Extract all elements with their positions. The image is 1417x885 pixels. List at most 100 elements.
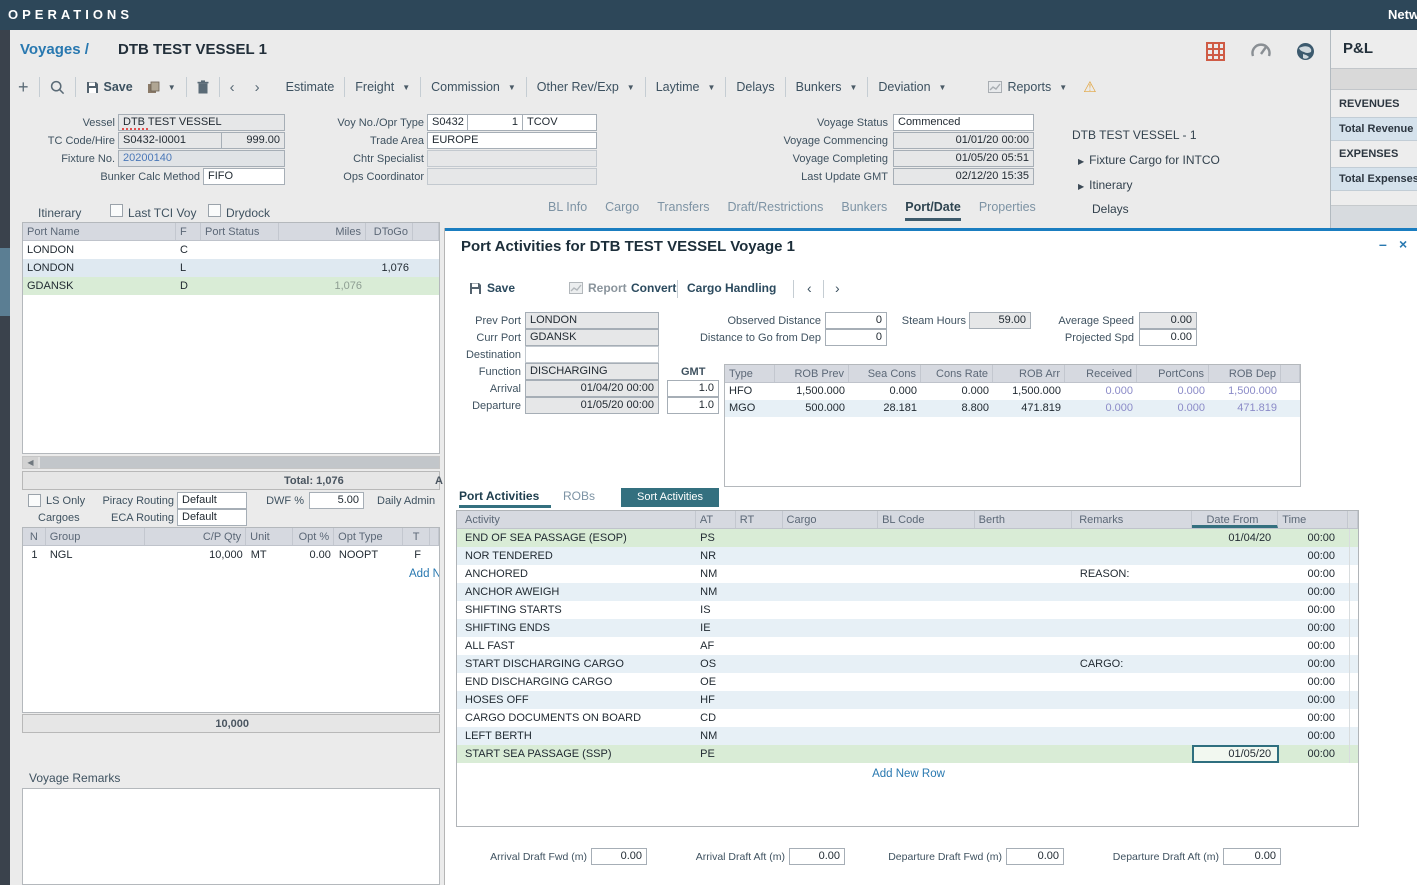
voyage-status-field[interactable]: Commenced — [893, 114, 1034, 131]
itinerary-row[interactable]: LONDON L 1,076 — [23, 259, 439, 277]
opr-type-field[interactable]: TCOV — [522, 114, 597, 131]
tab-port-date[interactable]: Port/Date — [905, 200, 961, 221]
voy-seq-field[interactable]: 1 — [467, 114, 523, 131]
tab-bunkers[interactable]: Bunkers — [841, 200, 887, 221]
observed-distance-field[interactable]: 0 — [825, 312, 887, 329]
itinerary-row[interactable]: LONDON C — [23, 241, 439, 259]
grid-icon[interactable] — [1206, 42, 1225, 61]
bunker-calc-method-field[interactable]: FIFO — [203, 168, 285, 185]
tab-draft-restrictions[interactable]: Draft/Restrictions — [728, 200, 824, 221]
drydock-checkbox[interactable] — [208, 204, 221, 217]
average-speed-field[interactable]: 0.00 — [1139, 312, 1197, 329]
dialog-convert-button[interactable]: Convert — [631, 281, 676, 295]
freight-menu[interactable]: Freight▼ — [355, 80, 410, 94]
function-field[interactable]: DISCHARGING — [525, 363, 659, 380]
tree-root-vessel[interactable]: DTB TEST VESSEL - 1 — [1072, 128, 1197, 142]
activity-row[interactable]: LEFT BERTH NM 00:00 — [457, 727, 1358, 745]
chtr-specialist-field[interactable] — [427, 150, 597, 167]
tab-port-activities[interactable]: Port Activities — [459, 489, 539, 503]
arrival-field[interactable]: 01/04/20 00:00 — [525, 380, 659, 397]
activity-row[interactable]: END OF SEA PASSAGE (ESOP) PS 01/04/20 00… — [457, 529, 1358, 547]
scroll-left-icon[interactable]: ◀ — [23, 457, 38, 468]
tab-transfers[interactable]: Transfers — [657, 200, 709, 221]
voyage-commencing-field[interactable]: 01/01/20 00:00 — [893, 132, 1034, 149]
departure-draft-aft-field[interactable]: 0.00 — [1223, 848, 1281, 865]
tab-robs[interactable]: ROBs — [563, 489, 595, 503]
search-icon[interactable] — [50, 80, 65, 95]
departure-gmt-field[interactable]: 1.0 — [667, 397, 719, 414]
prev-port-nav-icon[interactable]: ‹ — [807, 280, 812, 296]
arrival-draft-fwd-field[interactable]: 0.00 — [591, 848, 647, 865]
curr-port-field[interactable]: GDANSK — [525, 329, 659, 346]
deviation-menu[interactable]: Deviation▼ — [878, 80, 946, 94]
arrival-gmt-field[interactable]: 1.0 — [667, 380, 719, 397]
reports-menu[interactable]: Reports▼ — [988, 80, 1067, 94]
tree-itinerary[interactable]: ▶Itinerary — [1078, 178, 1133, 192]
laytime-menu[interactable]: Laytime▼ — [656, 80, 716, 94]
arrival-draft-aft-field[interactable]: 0.00 — [789, 848, 845, 865]
other-rev-exp-menu[interactable]: Other Rev/Exp▼ — [537, 80, 635, 94]
pnl-total-expenses-row[interactable]: Total Expenses — [1331, 167, 1417, 191]
activity-row[interactable]: ANCHORED NM REASON: 00:00 — [457, 565, 1358, 583]
distance-to-go-field[interactable]: 0 — [825, 329, 887, 346]
tree-delays[interactable]: Delays — [1092, 202, 1129, 216]
expander-icon[interactable]: ▶ — [1078, 157, 1084, 166]
bunker-row[interactable]: HFO 1,500.000 0.000 0.000 1,500.000 0.00… — [725, 383, 1300, 400]
sort-activities-button[interactable]: Sort Activities — [621, 488, 719, 507]
activity-row[interactable]: END DISCHARGING CARGO OE 00:00 — [457, 673, 1358, 691]
globe-icon[interactable] — [1296, 42, 1315, 61]
tc-hire-field[interactable]: 999.00 — [221, 132, 285, 149]
last-update-gmt-field[interactable]: 02/12/20 15:35 — [893, 168, 1034, 185]
piracy-routing-field[interactable]: Default — [177, 492, 247, 509]
bunker-row[interactable]: MGO 500.000 28.181 8.800 471.819 0.000 0… — [725, 400, 1300, 417]
next-port-nav-icon[interactable]: › — [835, 280, 840, 296]
add-cargo-link[interactable]: Add N — [409, 568, 440, 580]
dialog-report-button[interactable]: Report — [569, 281, 627, 295]
save-button[interactable]: Save — [86, 80, 133, 94]
last-tci-voy-checkbox[interactable] — [110, 204, 123, 217]
eca-routing-field[interactable]: Default — [177, 509, 247, 526]
activity-row[interactable]: ALL FAST AF 00:00 — [457, 637, 1358, 655]
cargo-row[interactable]: 1 NGL 10,000 MT 0.00 NOOPT F — [23, 546, 439, 564]
ls-only-checkbox[interactable] — [28, 494, 41, 507]
dialog-save-button[interactable]: Save — [469, 281, 515, 295]
departure-field[interactable]: 01/05/20 00:00 — [525, 397, 659, 414]
delays-button[interactable]: Delays — [736, 80, 774, 94]
projected-spd-field[interactable]: 0.00 — [1139, 329, 1197, 346]
commission-menu[interactable]: Commission▼ — [431, 80, 516, 94]
gauge-icon[interactable] — [1251, 42, 1271, 61]
expander-icon[interactable]: ▶ — [1078, 182, 1084, 191]
prev-port-field[interactable]: LONDON — [525, 312, 659, 329]
dialog-cargo-handling-button[interactable]: Cargo Handling — [687, 281, 776, 295]
activity-row[interactable]: ANCHOR AWEIGH NM 00:00 — [457, 583, 1358, 601]
voyage-remarks-textarea[interactable] — [22, 788, 440, 885]
itinerary-row[interactable]: GDANSK D 1,076 — [23, 277, 439, 295]
activity-row[interactable]: NOR TENDERED NR 00:00 — [457, 547, 1358, 565]
close-icon[interactable]: × — [1399, 236, 1407, 252]
activity-row[interactable]: SHIFTING ENDS IE 00:00 — [457, 619, 1358, 637]
tab-bl-info[interactable]: BL Info — [548, 200, 587, 221]
trade-area-field[interactable]: EUROPE — [427, 132, 597, 149]
dwf-field[interactable]: 5.00 — [309, 492, 364, 509]
bunkers-menu[interactable]: Bunkers▼ — [796, 80, 858, 94]
tc-code-field[interactable]: S0432-I0001 — [118, 132, 222, 149]
itinerary-h-scrollbar[interactable]: ◀ — [22, 456, 440, 469]
activity-row[interactable]: HOSES OFF HF 00:00 — [457, 691, 1358, 709]
scrollbar-thumb[interactable] — [40, 457, 439, 468]
pnl-total-revenue-row[interactable]: Total Revenue — [1331, 117, 1417, 141]
next-record-icon[interactable]: › — [255, 79, 260, 96]
fixture-no-field[interactable]: 20200140 — [118, 150, 285, 167]
warning-icon[interactable]: ⚠ — [1083, 78, 1096, 96]
activity-row[interactable]: START DISCHARGING CARGO OS CARGO: 00:00 — [457, 655, 1358, 673]
activity-row[interactable]: CARGO DOCUMENTS ON BOARD CD 00:00 — [457, 709, 1358, 727]
voyage-completing-field[interactable]: 01/05/20 05:51 — [893, 150, 1034, 167]
focused-date-cell[interactable]: 01/05/20 — [1192, 745, 1279, 763]
estimate-button[interactable]: Estimate — [286, 80, 335, 94]
steam-hours-field[interactable]: 59.00 — [969, 312, 1031, 329]
voy-no-field[interactable]: S0432 — [427, 114, 468, 131]
add-new-row-link[interactable]: Add New Row — [872, 768, 945, 780]
ops-coordinator-field[interactable] — [427, 168, 597, 185]
tab-properties[interactable]: Properties — [979, 200, 1036, 221]
add-icon[interactable]: + — [18, 77, 29, 98]
activity-row[interactable]: SHIFTING STARTS IS 00:00 — [457, 601, 1358, 619]
